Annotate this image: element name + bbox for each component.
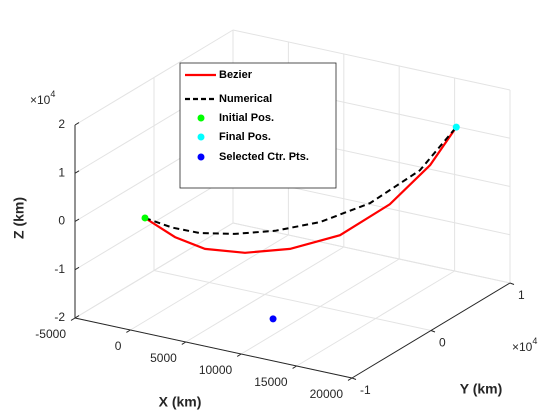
z-tick (74, 266, 80, 271)
z-tick (74, 218, 80, 222)
x-tick-label: 0 (115, 339, 122, 353)
x-tick (292, 365, 297, 369)
y-tick-label: 1 (518, 288, 525, 302)
x-tick-label: 10000 (199, 363, 233, 377)
y-tick-label: 0 (439, 336, 446, 350)
x-tick (347, 377, 353, 381)
z-tick-label: 2 (58, 117, 65, 131)
x-axis (74, 317, 353, 379)
z-axis-label: Z (km) (11, 197, 27, 239)
legend-label: Initial Pos. (219, 112, 274, 124)
x-tick-label: 5000 (150, 351, 177, 365)
legend-marker (197, 153, 205, 161)
z-scale-exponent: 4 (50, 89, 55, 99)
z-scale-base: ×10 (30, 93, 51, 107)
y-scale-exponent: 4 (532, 336, 537, 346)
x-tick (70, 317, 76, 321)
legend-marker (197, 133, 205, 141)
grid-line (232, 29, 511, 91)
y-tick (351, 377, 357, 380)
y-tick (509, 282, 515, 285)
x-tick (236, 353, 242, 357)
curve (144, 126, 458, 235)
legend-label: Final Pos. (219, 131, 271, 143)
x-tick-label: -5000 (35, 327, 66, 341)
curve (144, 126, 458, 254)
z-tick-label: -2 (54, 310, 65, 324)
grid-line (74, 174, 234, 271)
x-axis-label: X (km) (159, 394, 202, 410)
point (269, 315, 277, 323)
axis-layer: -5000 0 5000 10000 15000 20000 -1 0 1 -2 -1 0 1 2 (35, 117, 525, 401)
y-axis-label: Y (km) (460, 381, 503, 397)
grid-line (232, 222, 511, 284)
point (452, 123, 460, 131)
z-scale-label: ×104 (30, 89, 55, 107)
point (141, 214, 149, 222)
x-tick (126, 329, 131, 333)
y-tick (430, 330, 436, 333)
y-scale-base: ×10 (512, 340, 533, 354)
grid-line (74, 29, 234, 126)
grid-line (153, 270, 432, 331)
x-tick-label: 15000 (254, 375, 288, 389)
x-tick (181, 341, 187, 345)
legend: Bezier Numerical Initial Pos. Final Pos. Sel… (179, 62, 337, 189)
legend-label: Bezier (219, 69, 253, 81)
z-tick (74, 170, 80, 174)
legend-label: Selected Ctr. Pts. (219, 151, 309, 163)
legend-box (179, 62, 337, 189)
z-tick-label: 1 (58, 165, 65, 179)
z-tick-label: 0 (58, 214, 65, 228)
z-tick-label: -1 (54, 262, 65, 276)
grid-line (74, 222, 234, 319)
z-tick (74, 122, 80, 126)
data-layer (141, 123, 460, 323)
x-tick-label: 20000 (310, 387, 344, 401)
legend-marker (197, 114, 205, 122)
z-tick (74, 315, 80, 319)
y-scale-label: ×104 (512, 336, 537, 354)
legend-label: Numerical (219, 93, 272, 105)
y-tick-label: -1 (360, 383, 371, 397)
